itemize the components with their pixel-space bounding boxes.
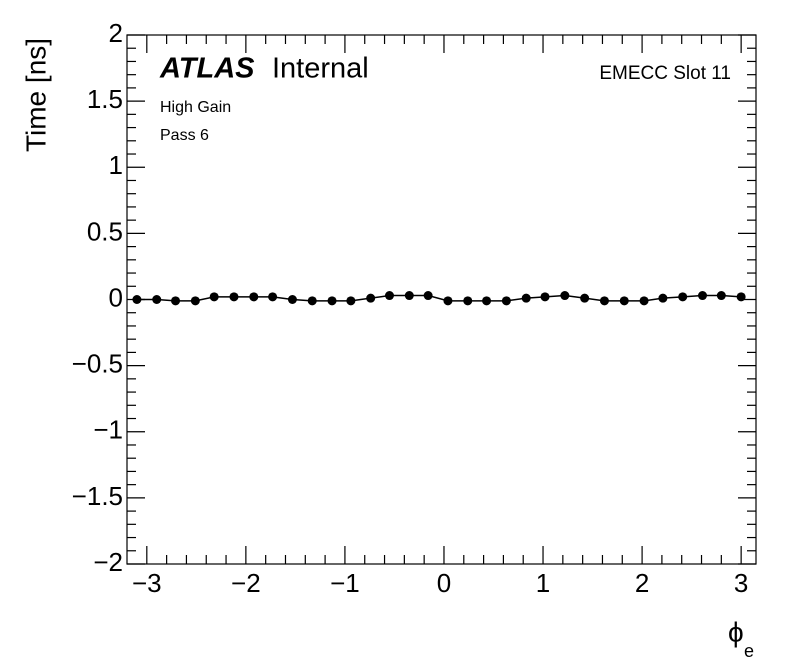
status-label: Internal [272,53,369,85]
data-point [404,291,414,301]
data-point [190,296,200,306]
x-tick-label: −3 [132,568,162,598]
data-point [152,295,162,304]
data-point [307,296,317,306]
data-point [249,292,259,302]
data-point [443,296,453,306]
y-tick-label: 0 [109,282,123,312]
y-tick-label: 2 [109,18,123,48]
x-tick-label: 3 [734,568,748,598]
y-tick-label: −2 [93,547,123,577]
x-axis-label: ϕ [728,616,744,647]
y-tick-label: −1 [93,415,123,445]
x-tick-label: −1 [330,568,360,598]
y-tick-label: 0.5 [87,216,123,246]
x-tick-label: 1 [536,568,550,598]
data-point [678,292,688,302]
data-point [698,291,708,301]
data-point [423,291,433,301]
data-point [384,291,394,301]
y-tick-label: 1 [109,150,123,180]
annotation: Pass 6 [160,127,209,144]
x-axis-label-subscript: e [744,641,754,661]
data-point [209,292,219,302]
y-tick-label: 1.5 [87,84,123,114]
data-point [639,296,649,306]
annotation: High Gain [160,99,231,116]
data-point [716,291,726,301]
data-point [482,296,492,306]
corner-label: EMECC Slot 11 [599,63,731,84]
x-tick-label: 2 [635,568,649,598]
data-point [521,293,531,303]
data-point [171,296,181,306]
data-point [501,296,511,306]
x-tick-label: 0 [437,568,451,598]
data-point [658,293,668,303]
experiment-label: ATLAS [159,53,255,85]
data-point [540,292,550,302]
data-point [580,293,590,303]
data-point [619,296,629,306]
y-axis-label: Time [ns] [20,38,51,152]
data-point [599,296,609,306]
data-point [229,292,239,302]
data-point [366,293,376,303]
y-tick-label: −0.5 [72,349,123,379]
data-point [132,295,142,304]
data-line [136,294,742,302]
data-point [463,296,473,306]
data-point [327,296,337,306]
data-point [346,296,356,306]
y-tick-label: −1.5 [72,481,123,511]
data-point [268,292,278,302]
x-tick-label: −2 [231,568,261,598]
data-point [560,291,570,301]
data-point [736,292,746,302]
data-point [287,295,297,304]
